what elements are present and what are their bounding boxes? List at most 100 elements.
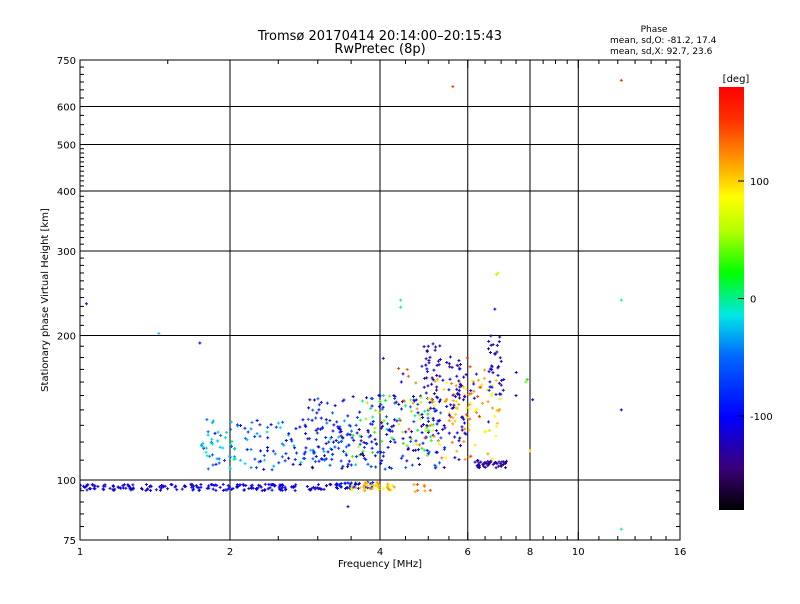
grid-lines: [80, 60, 680, 540]
data-point: [405, 367, 409, 371]
data-point: [424, 357, 428, 361]
data-point: [434, 408, 438, 412]
data-point: [381, 454, 385, 458]
data-point: [205, 486, 209, 490]
data-point: [365, 396, 369, 400]
data-point: [501, 388, 505, 392]
data-point: [425, 367, 429, 371]
data-point: [217, 457, 221, 461]
data-point: [420, 364, 424, 368]
data-point: [195, 485, 199, 489]
data-point: [619, 78, 623, 82]
data-point: [468, 401, 472, 405]
data-point: [428, 488, 432, 492]
data-point: [428, 355, 432, 359]
data-point: [254, 486, 258, 490]
data-point: [272, 483, 276, 487]
data-point: [339, 485, 343, 489]
data-point: [439, 436, 443, 440]
data-point: [430, 382, 434, 386]
data-point: [479, 460, 483, 464]
data-point: [426, 430, 430, 434]
data-point: [420, 431, 424, 435]
data-point: [262, 454, 266, 458]
data-point: [281, 420, 285, 424]
data-point: [343, 482, 347, 486]
data-point: [351, 433, 355, 437]
data-point: [140, 487, 144, 491]
data-point: [244, 484, 248, 488]
data-point: [232, 457, 236, 461]
data-point: [397, 402, 401, 406]
data-point: [334, 439, 338, 443]
data-point: [358, 481, 362, 485]
data-point: [460, 425, 464, 429]
data-point: [399, 298, 403, 302]
data-point: [381, 424, 385, 428]
data-point: [484, 430, 488, 434]
data-point: [265, 430, 269, 434]
data-point: [358, 418, 362, 422]
data-point: [256, 486, 260, 490]
data-point: [390, 466, 394, 470]
data-point: [487, 339, 491, 343]
data-point: [341, 464, 345, 468]
data-point: [355, 415, 359, 419]
data-point: [231, 487, 235, 491]
data-point: [361, 449, 365, 453]
data-point: [470, 379, 474, 383]
data-point: [368, 487, 372, 491]
data-point: [339, 459, 343, 463]
y-tick-label: 750: [57, 56, 76, 67]
data-point: [183, 484, 187, 488]
data-point: [431, 416, 435, 420]
data-point: [441, 427, 445, 431]
data-point: [325, 484, 329, 488]
data-point: [493, 352, 497, 356]
data-point: [324, 442, 328, 446]
data-point: [488, 429, 492, 433]
data-point: [457, 458, 461, 462]
data-point: [210, 482, 214, 486]
data-point: [462, 375, 466, 379]
data-point: [313, 487, 317, 491]
data-point: [462, 421, 466, 425]
data-point: [435, 385, 439, 389]
data-point: [365, 442, 369, 446]
data-point: [489, 334, 493, 338]
data-point: [373, 426, 377, 430]
data-point: [377, 393, 381, 397]
data-point: [361, 454, 365, 458]
data-point: [426, 407, 430, 411]
data-point: [259, 449, 263, 453]
data-point: [402, 399, 406, 403]
data-point: [352, 485, 356, 489]
data-point: [445, 381, 449, 385]
data-point: [468, 407, 472, 411]
data-point: [456, 391, 460, 395]
data-point: [404, 430, 408, 434]
data-point: [101, 487, 105, 491]
data-point: [96, 484, 100, 488]
data-point: [280, 488, 284, 492]
data-point: [472, 396, 476, 400]
data-point: [339, 430, 343, 434]
data-point: [483, 368, 487, 372]
data-point: [389, 440, 393, 444]
data-point: [487, 388, 491, 392]
data-point: [291, 485, 295, 489]
data-point: [413, 414, 417, 418]
data-point: [214, 488, 218, 492]
data-point: [289, 437, 293, 441]
data-point: [410, 437, 414, 441]
data-point: [414, 448, 418, 452]
data-point: [335, 482, 339, 486]
data-point: [418, 417, 422, 421]
data-point: [263, 482, 267, 486]
data-point: [419, 396, 423, 400]
data-point: [314, 416, 318, 420]
data-point: [398, 419, 402, 423]
data-point: [412, 398, 416, 402]
data-point: [90, 483, 94, 487]
data-point: [443, 426, 447, 430]
